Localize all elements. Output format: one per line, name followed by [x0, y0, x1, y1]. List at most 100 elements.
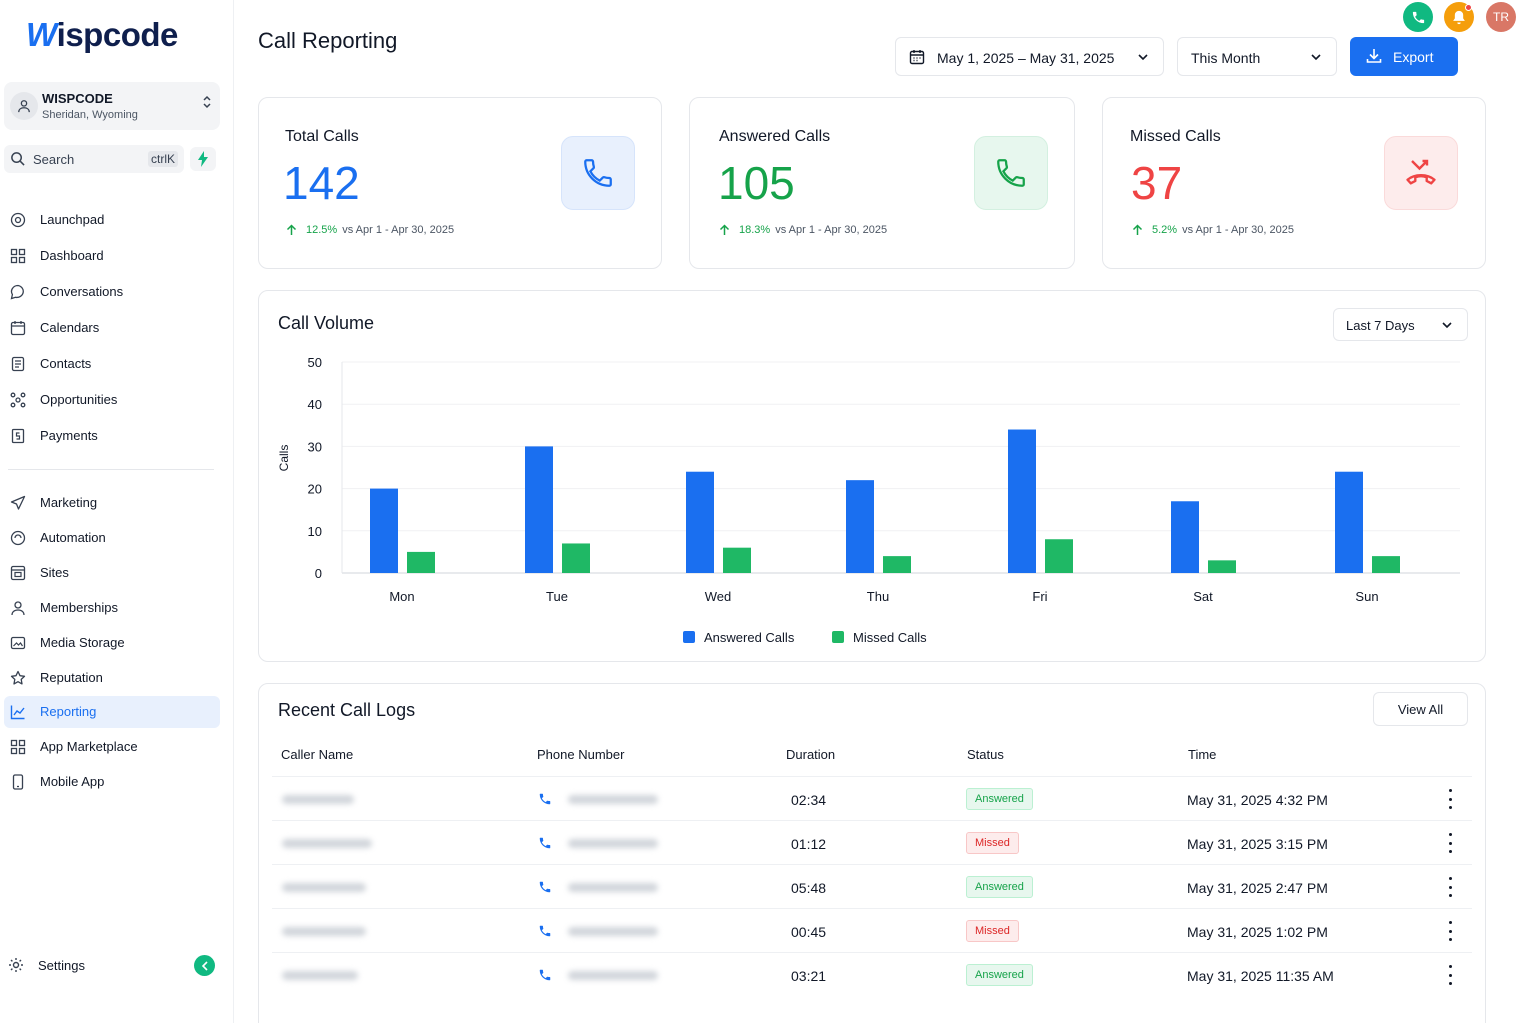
date-range-picker[interactable]: May 1, 2025 – May 31, 2025	[895, 37, 1164, 76]
bar-missed-calls	[883, 556, 911, 573]
sidebar-item-dashboard[interactable]: Dashboard	[4, 240, 220, 272]
col-status[interactable]: Status	[967, 747, 1004, 762]
phone-icon[interactable]	[538, 836, 552, 850]
x-tick-label: Thu	[867, 589, 889, 604]
phone-button[interactable]	[1403, 2, 1433, 32]
stat-label: Missed Calls	[1130, 128, 1221, 145]
sidebar-item-label: Reporting	[40, 704, 97, 719]
sidebar-item-mobile-app[interactable]: Mobile App	[4, 766, 220, 798]
notifications-button[interactable]	[1444, 2, 1474, 32]
legend-swatch	[683, 631, 695, 643]
bar-answered-calls	[1008, 429, 1036, 573]
call-duration: 03:21	[791, 968, 827, 984]
missed-call-icon-badge	[1384, 136, 1458, 210]
chevron-left-icon	[201, 960, 208, 971]
nav-divider	[8, 469, 214, 470]
bar-missed-calls	[1208, 560, 1236, 573]
wispcode-logo[interactable]: Wispcode	[26, 16, 178, 53]
x-tick-label: Wed	[705, 589, 732, 604]
phone-icon[interactable]	[538, 880, 552, 894]
sidebar-item-reporting[interactable]: Reporting	[4, 696, 220, 728]
call-volume-title: Call Volume	[278, 313, 375, 333]
col-time[interactable]: Time	[1188, 747, 1217, 762]
more-options-icon[interactable]	[1443, 965, 1457, 985]
status-badge: Answered	[966, 876, 1033, 898]
call-time: May 31, 2025 1:02 PM	[1187, 924, 1328, 940]
table-row[interactable]: 02:34 Answered May 31, 2025 4:32 PM	[272, 776, 1472, 820]
export-button[interactable]: Export	[1350, 37, 1458, 76]
sidebar-item-payments[interactable]: Payments	[4, 420, 220, 452]
sidebar-item-settings[interactable]: Settings	[4, 950, 220, 980]
volume-range-select[interactable]: Last 7 Days	[1333, 308, 1468, 341]
call-duration: 02:34	[791, 792, 827, 808]
sidebar-item-label: App Marketplace	[40, 739, 138, 754]
y-axis-label: Calls	[277, 445, 291, 472]
col-caller-name[interactable]: Caller Name	[281, 747, 354, 762]
sidebar-item-label: Reputation	[40, 670, 103, 685]
sidebar-item-opportunities[interactable]: Opportunities	[4, 384, 220, 416]
sidebar-item-label: Opportunities	[40, 392, 118, 407]
status-badge: Missed	[966, 832, 1019, 854]
bar-missed-calls	[1372, 556, 1400, 573]
more-options-icon[interactable]	[1443, 833, 1457, 853]
x-tick-label: Fri	[1032, 589, 1047, 604]
x-tick-label: Sun	[1355, 589, 1378, 604]
view-all-button[interactable]: View All	[1373, 692, 1468, 726]
sidebar-item-memberships[interactable]: Memberships	[4, 592, 220, 624]
phone-number-redacted	[568, 927, 658, 936]
sidebar-item-label: Contacts	[40, 356, 92, 371]
table-row[interactable]: 05:48 Answered May 31, 2025 2:47 PM	[272, 864, 1472, 908]
legend-label: Missed Calls	[853, 630, 927, 645]
col-duration[interactable]: Duration	[786, 747, 836, 762]
table-row[interactable]: 01:12 Missed May 31, 2025 3:15 PM	[272, 820, 1472, 864]
stat-value: 105	[718, 157, 795, 209]
call-time: May 31, 2025 2:47 PM	[1187, 880, 1328, 896]
sidebar-item-launchpad[interactable]: Launchpad	[4, 204, 220, 236]
user-icon	[11, 601, 25, 616]
y-tick-label: 40	[308, 397, 322, 412]
legend-swatch	[832, 631, 844, 643]
phone-icon[interactable]	[538, 792, 552, 806]
status-badge: Answered	[966, 788, 1033, 810]
page-title: Call Reporting	[258, 28, 398, 53]
sidebar-item-automation[interactable]: Automation	[4, 522, 220, 554]
volume-range-value: Last 7 Days	[1346, 318, 1415, 333]
bar-answered-calls	[370, 488, 398, 573]
table-row[interactable]: 00:45 Missed May 31, 2025 1:02 PM	[272, 908, 1472, 952]
bar-missed-calls	[562, 543, 590, 573]
more-options-icon[interactable]	[1443, 921, 1457, 941]
account-switcher[interactable]: WISPCODE Sheridan, Wyoming	[4, 82, 220, 130]
more-options-icon[interactable]	[1443, 877, 1457, 897]
search-input[interactable]: Search ctrlK	[4, 145, 184, 173]
call-volume-card	[258, 290, 1486, 662]
more-options-icon[interactable]	[1443, 789, 1457, 809]
missed-call-icon	[1406, 159, 1436, 185]
sidebar-item-sites[interactable]: Sites	[4, 557, 220, 589]
quick-action-button[interactable]	[190, 147, 216, 171]
sidebar-item-contacts[interactable]: Contacts	[4, 348, 220, 380]
period-select[interactable]: This Month	[1177, 37, 1337, 76]
status-badge: Missed	[966, 920, 1019, 942]
phone-icon[interactable]	[538, 924, 552, 938]
account-name: WISPCODE	[42, 91, 113, 106]
caller-name-redacted	[282, 971, 358, 980]
phone-icon	[997, 159, 1025, 187]
phone-icon-badge	[561, 136, 635, 210]
sidebar-item-media-storage[interactable]: Media Storage	[4, 627, 220, 659]
send-icon	[10, 495, 26, 510]
phone-number-redacted	[568, 883, 658, 892]
x-tick-label: Mon	[389, 589, 414, 604]
phone-icon[interactable]	[538, 968, 552, 982]
sidebar-item-app-marketplace[interactable]: App Marketplace	[4, 731, 220, 763]
collapse-sidebar-button[interactable]	[194, 955, 215, 976]
table-row[interactable]: 03:21 Answered May 31, 2025 11:35 AM	[272, 952, 1472, 996]
user-avatar[interactable]: TR	[1486, 2, 1516, 32]
sidebar-item-marketing[interactable]: Marketing	[4, 487, 220, 519]
col-phone-number[interactable]: Phone Number	[537, 747, 625, 762]
grid-icon	[10, 248, 26, 264]
caller-name-redacted	[282, 839, 372, 848]
automation-icon	[10, 530, 26, 546]
sidebar-item-calendars[interactable]: Calendars	[4, 312, 220, 344]
sidebar-item-conversations[interactable]: Conversations	[4, 276, 220, 308]
sidebar-item-reputation[interactable]: Reputation	[4, 662, 220, 694]
